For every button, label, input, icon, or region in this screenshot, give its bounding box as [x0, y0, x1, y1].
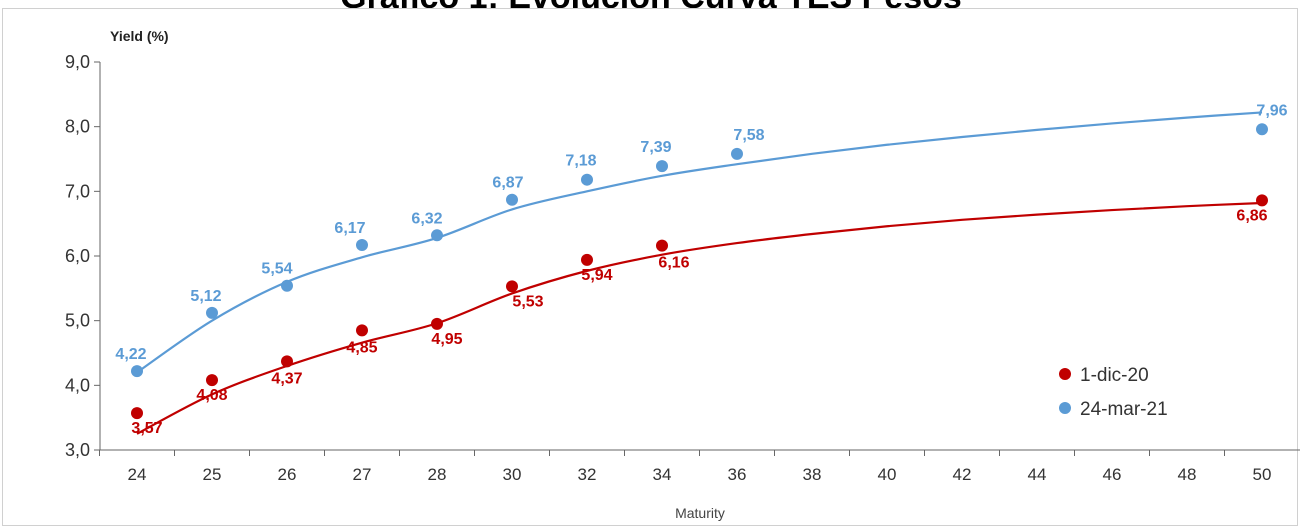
data-point-blue [1256, 123, 1268, 136]
data-label-blue: 4,22 [115, 346, 146, 363]
x-tick-label: 42 [953, 465, 972, 484]
data-point-red [206, 374, 218, 387]
x-tick-label: 27 [353, 465, 372, 484]
data-label-blue: 7,18 [565, 153, 596, 170]
data-label-red: 6,16 [658, 255, 689, 272]
x-tick-label: 34 [653, 465, 672, 484]
y-tick-label: 6,0 [65, 246, 90, 266]
y-tick-label: 8,0 [65, 117, 90, 137]
data-label-blue: 5,54 [261, 261, 292, 278]
data-point-red [506, 280, 518, 293]
data-point-red [431, 317, 443, 330]
data-point-red [281, 355, 293, 368]
data-point-blue [281, 279, 293, 292]
y-tick-label: 9,0 [65, 52, 90, 72]
x-tick-label: 32 [578, 465, 597, 484]
trend-line-red [136, 201, 1263, 435]
data-label-red: 4,95 [431, 331, 462, 348]
x-axis-label: Maturity [675, 505, 725, 521]
data-point-blue [731, 147, 743, 160]
data-label-red: 5,53 [512, 293, 543, 310]
data-label-blue: 7,39 [640, 139, 671, 156]
legend-marker-blue [1059, 402, 1071, 414]
chart-frame [2, 8, 1298, 526]
data-label-red: 5,94 [581, 267, 612, 284]
data-label-red: 4,85 [346, 339, 377, 356]
data-point-red [131, 407, 143, 420]
data-point-blue [431, 229, 443, 242]
data-label-red: 4,08 [196, 387, 227, 404]
legend-label-blue: 24-mar-21 [1080, 399, 1168, 420]
x-tick-label: 38 [803, 465, 822, 484]
data-point-red [356, 324, 368, 337]
data-label-blue: 5,12 [190, 288, 221, 305]
data-label-blue: 6,32 [411, 210, 442, 227]
data-point-red [581, 253, 593, 266]
x-tick-label: 44 [1028, 465, 1047, 484]
data-point-blue [206, 306, 218, 319]
x-tick-label: 50 [1253, 465, 1272, 484]
data-label-blue: 7,58 [733, 127, 764, 144]
data-point-blue [131, 365, 143, 378]
data-point-blue [656, 160, 668, 173]
data-label-red: 4,37 [271, 370, 302, 387]
y-tick-label: 3,0 [65, 440, 90, 460]
data-label-blue: 7,96 [1256, 102, 1287, 119]
data-point-red [1256, 194, 1268, 207]
x-tick-label: 28 [428, 465, 447, 484]
y-tick-label: 4,0 [65, 375, 90, 395]
x-tick-label: 48 [1178, 465, 1197, 484]
trend-line-blue [136, 111, 1263, 374]
y-axis-label: Yield (%) [110, 28, 169, 44]
x-tick-label: 24 [128, 465, 147, 484]
x-tick-label: 26 [278, 465, 297, 484]
data-point-blue [506, 193, 518, 206]
x-tick-label: 25 [203, 465, 222, 484]
data-point-blue [356, 239, 368, 252]
y-tick-label: 5,0 [65, 311, 90, 331]
legend-marker-red [1059, 368, 1071, 380]
data-point-blue [581, 173, 593, 186]
x-tick-label: 36 [728, 465, 747, 484]
data-label-red: 6,86 [1236, 207, 1267, 224]
y-tick-label: 7,0 [65, 181, 90, 201]
data-label-red: 3,57 [131, 420, 162, 437]
data-label-blue: 6,17 [334, 220, 365, 237]
legend-label-red: 1-dic-20 [1080, 365, 1149, 386]
x-tick-label: 40 [878, 465, 897, 484]
x-tick-label: 46 [1103, 465, 1122, 484]
data-label-blue: 6,87 [492, 175, 523, 192]
data-point-red [656, 239, 668, 252]
x-tick-label: 30 [503, 465, 522, 484]
